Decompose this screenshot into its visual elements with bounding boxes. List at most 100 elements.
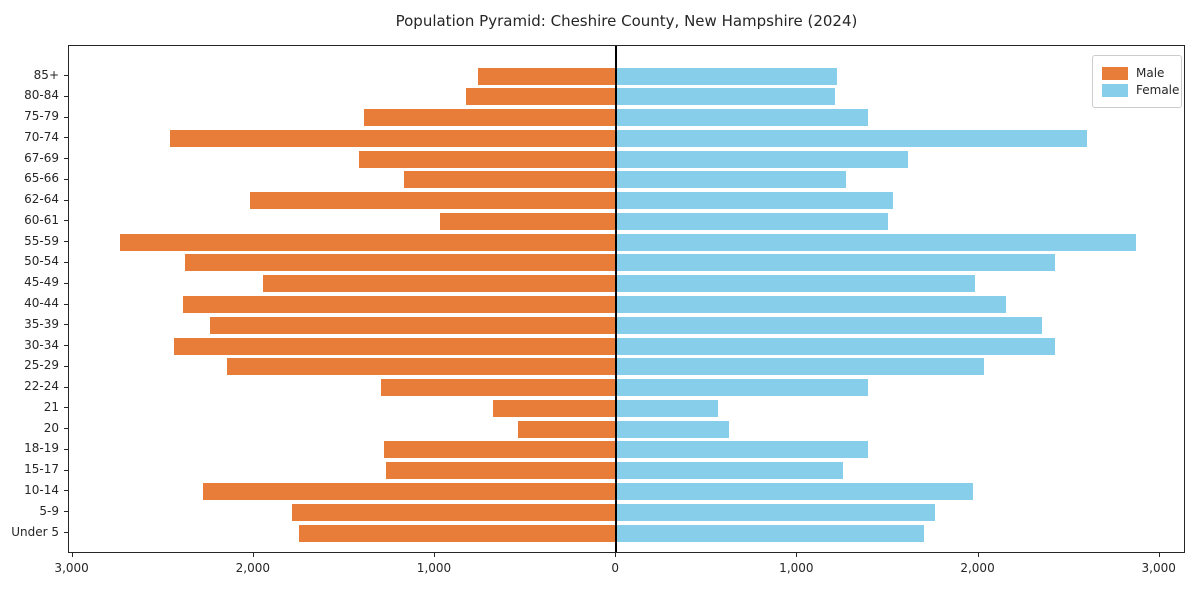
legend-item-male: Male	[1102, 66, 1172, 80]
y-tick-mark	[64, 365, 68, 367]
x-tick-label: 0	[611, 561, 619, 575]
y-axis-label-20: 20	[43, 420, 59, 435]
y-tick-mark	[64, 261, 68, 263]
y-tick-mark	[64, 511, 68, 513]
bar-female-55-59	[616, 233, 1137, 251]
y-tick-mark	[64, 386, 68, 388]
bar-male-60-61	[440, 212, 617, 230]
y-tick-mark	[64, 241, 68, 243]
y-tick-mark	[64, 324, 68, 326]
bar-male-50-54	[184, 254, 617, 272]
y-tick-mark	[64, 199, 68, 201]
bar-female-18-19	[616, 441, 869, 459]
x-tick-label: 2,000	[235, 561, 270, 575]
y-axis-label-25-29: 25-29	[24, 358, 59, 373]
bar-male-40-44	[183, 296, 617, 313]
bar-female-85+	[616, 67, 838, 85]
x-tick-mark	[796, 553, 798, 557]
x-tick-mark	[252, 553, 254, 557]
bar-female-21	[616, 399, 718, 417]
y-axis-label-15-17: 15-17	[24, 462, 59, 477]
bar-female-20	[616, 420, 729, 438]
y-axis-label-45-49: 45-49	[24, 275, 59, 290]
x-tick-label: 3,000	[1141, 561, 1176, 575]
bar-female-70-74	[616, 129, 1088, 147]
y-tick-mark	[64, 282, 68, 284]
x-tick-mark	[1158, 553, 1160, 557]
y-tick-mark	[64, 303, 68, 305]
y-tick-mark	[64, 407, 68, 409]
y-tick-mark	[64, 158, 68, 160]
male-color-swatch	[1102, 66, 1128, 80]
bar-female-under-5	[616, 524, 925, 542]
bar-female-15-17	[616, 462, 843, 480]
legend-item-female: Female	[1102, 83, 1179, 97]
bar-male-18-19	[384, 441, 617, 459]
y-axis-label-80-84: 80-84	[24, 88, 59, 103]
y-tick-mark	[64, 178, 68, 180]
y-axis-label-75-79: 75-79	[24, 109, 59, 124]
bar-male-35-39	[210, 316, 617, 334]
x-tick-mark	[977, 553, 979, 557]
y-axis-label-85+: 85+	[33, 67, 59, 82]
y-axis-label-65-66: 65-66	[24, 171, 59, 186]
x-tick-mark	[433, 553, 435, 557]
bar-male-21	[492, 399, 617, 417]
bar-female-35-39	[616, 316, 1042, 334]
plot-area	[68, 45, 1185, 553]
y-axis-label-62-64: 62-64	[24, 192, 59, 207]
y-tick-mark	[64, 220, 68, 222]
bar-female-5-9	[616, 503, 936, 521]
y-tick-mark	[64, 448, 68, 450]
bar-male-67-69	[358, 150, 617, 168]
y-tick-mark	[64, 345, 68, 347]
bar-male-55-59	[119, 233, 617, 251]
legend-male-label: Male	[1136, 66, 1165, 80]
bar-male-85+	[478, 67, 617, 85]
y-axis-label-70-74: 70-74	[24, 129, 59, 144]
y-axis-label-5-9: 5-9	[39, 503, 59, 518]
bar-male-75-79	[364, 109, 617, 127]
y-axis-label-30-34: 30-34	[24, 337, 59, 352]
bar-male-80-84	[465, 88, 617, 106]
bar-female-67-69	[616, 150, 908, 168]
bar-male-30-34	[174, 337, 617, 355]
y-axis-label-60-61: 60-61	[24, 212, 59, 227]
y-axis-label-40-44: 40-44	[24, 296, 59, 310]
y-axis-label-21: 21	[43, 399, 59, 414]
legend-female-label: Female	[1136, 83, 1180, 97]
x-tick-label: 1,000	[416, 561, 452, 575]
y-axis-label-18-19: 18-19	[24, 441, 59, 456]
bar-male-20	[518, 420, 617, 438]
y-axis-label-50-54: 50-54	[24, 254, 59, 269]
bar-female-80-84	[616, 88, 836, 106]
bar-male-62-64	[250, 192, 617, 210]
bar-female-10-14	[616, 482, 974, 500]
bar-male-5-9	[291, 503, 617, 521]
y-tick-mark	[64, 428, 68, 430]
y-axis-label-under-5: Under 5	[11, 524, 59, 539]
bar-male-under-5	[299, 524, 617, 542]
y-tick-mark	[64, 116, 68, 118]
y-axis-label-22-24: 22-24	[24, 379, 59, 394]
y-axis-label-67-69: 67-69	[24, 150, 59, 165]
legend: Male Female	[1092, 55, 1182, 108]
bar-male-22-24	[380, 379, 617, 397]
x-tick-mark	[615, 553, 617, 557]
bar-male-10-14	[203, 482, 617, 500]
bar-male-25-29	[226, 358, 617, 376]
bar-male-45-49	[262, 275, 617, 293]
y-tick-mark	[64, 75, 68, 76]
x-tick-label: 2,000	[960, 561, 995, 575]
bar-male-70-74	[170, 129, 617, 147]
bar-male-15-17	[386, 462, 617, 480]
bar-female-25-29	[616, 358, 984, 376]
bar-female-75-79	[616, 109, 869, 127]
chart-title: Population Pyramid: Cheshire County, New…	[395, 12, 858, 30]
female-color-swatch	[1102, 83, 1128, 97]
bar-female-22-24	[616, 379, 869, 397]
zero-axis-line	[615, 46, 618, 552]
bar-female-40-44	[616, 296, 1006, 313]
y-tick-mark	[64, 532, 68, 533]
